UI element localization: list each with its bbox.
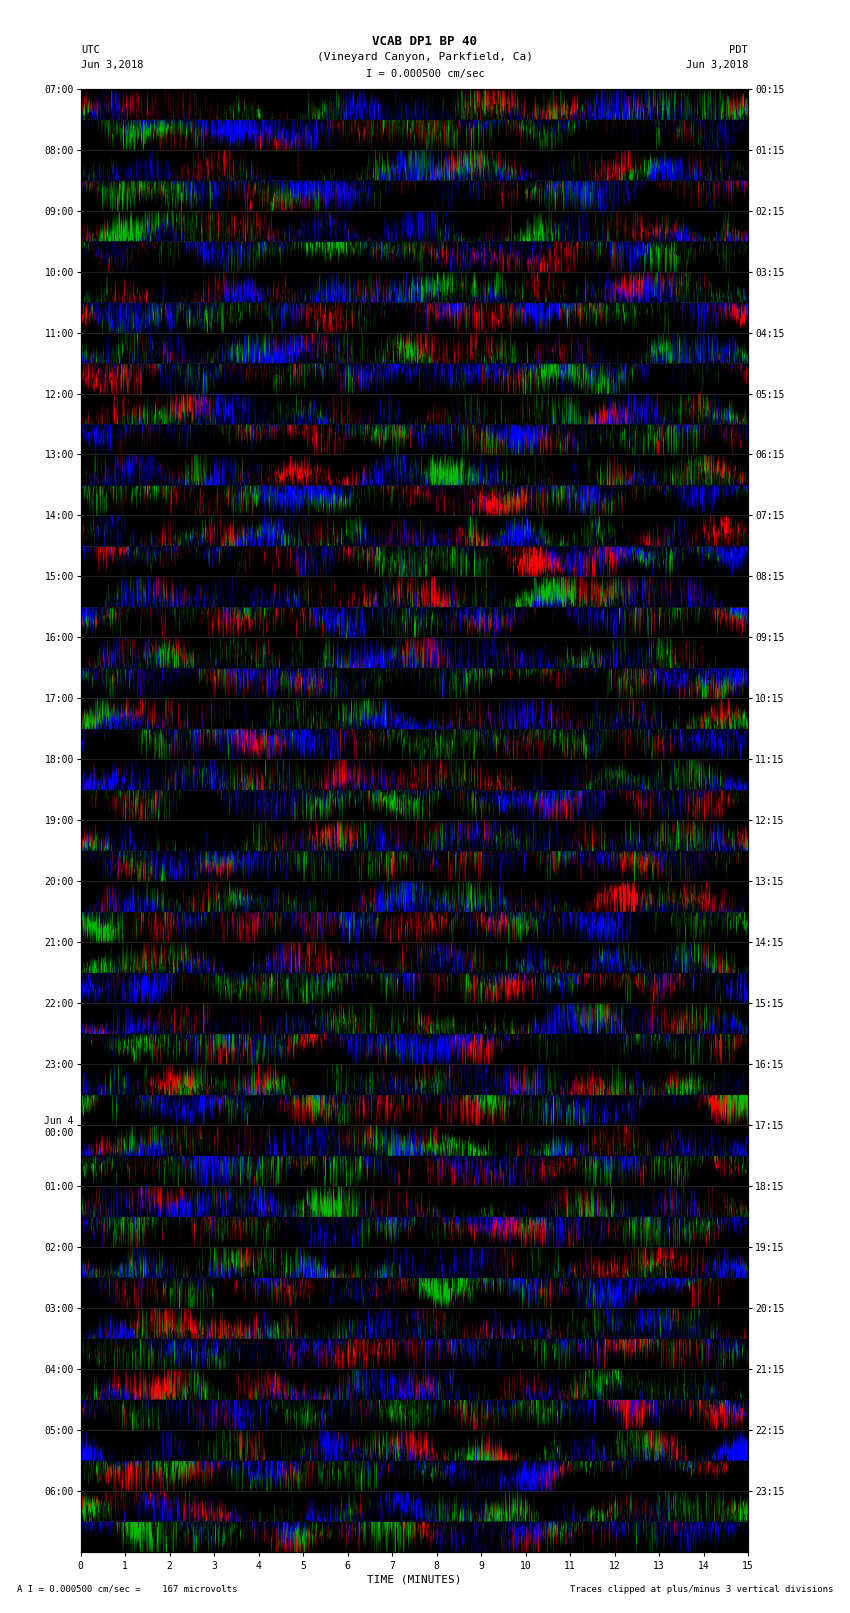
Text: VCAB DP1 BP 40: VCAB DP1 BP 40 [372,35,478,48]
Text: UTC: UTC [81,45,99,55]
Text: (Vineyard Canyon, Parkfield, Ca): (Vineyard Canyon, Parkfield, Ca) [317,52,533,61]
Text: PDT: PDT [729,45,748,55]
Text: I = 0.000500 cm/sec: I = 0.000500 cm/sec [366,69,484,79]
Text: Jun 3,2018: Jun 3,2018 [685,60,748,69]
Text: A I = 0.000500 cm/sec =    167 microvolts: A I = 0.000500 cm/sec = 167 microvolts [17,1584,237,1594]
Text: Jun 3,2018: Jun 3,2018 [81,60,144,69]
X-axis label: TIME (MINUTES): TIME (MINUTES) [367,1574,462,1586]
Text: Traces clipped at plus/minus 3 vertical divisions: Traces clipped at plus/minus 3 vertical … [570,1584,833,1594]
